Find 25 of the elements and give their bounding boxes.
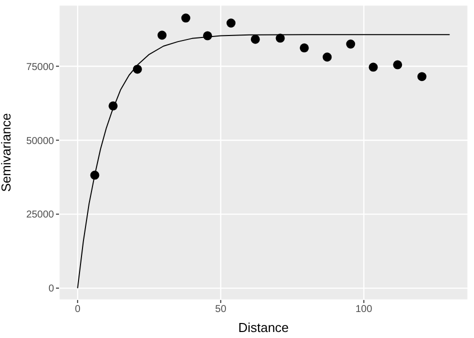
point — [108, 101, 118, 110]
y-tick-label: 75000 — [26, 62, 54, 73]
point — [276, 34, 285, 43]
x-tick-label: 0 — [74, 304, 81, 316]
point — [346, 40, 356, 49]
point — [132, 64, 142, 74]
point — [417, 72, 426, 82]
x-axis-title: Distance — [238, 320, 289, 335]
point — [368, 62, 378, 72]
y-axis-title: Semivariance — [0, 113, 14, 192]
y-tick-label: 50000 — [26, 136, 54, 147]
point — [300, 43, 309, 52]
point — [90, 170, 100, 180]
x-tick-label: 50 — [215, 304, 227, 316]
y-tick-label: 25000 — [26, 210, 54, 221]
x-tick-label: 100 — [355, 304, 373, 316]
line-series — [77, 34, 450, 289]
point — [203, 31, 212, 40]
point — [322, 52, 332, 62]
point — [250, 34, 260, 44]
point — [181, 14, 190, 23]
point — [158, 30, 167, 40]
point — [226, 18, 236, 28]
y-tick-label: 0 — [48, 284, 54, 295]
point — [393, 60, 402, 70]
